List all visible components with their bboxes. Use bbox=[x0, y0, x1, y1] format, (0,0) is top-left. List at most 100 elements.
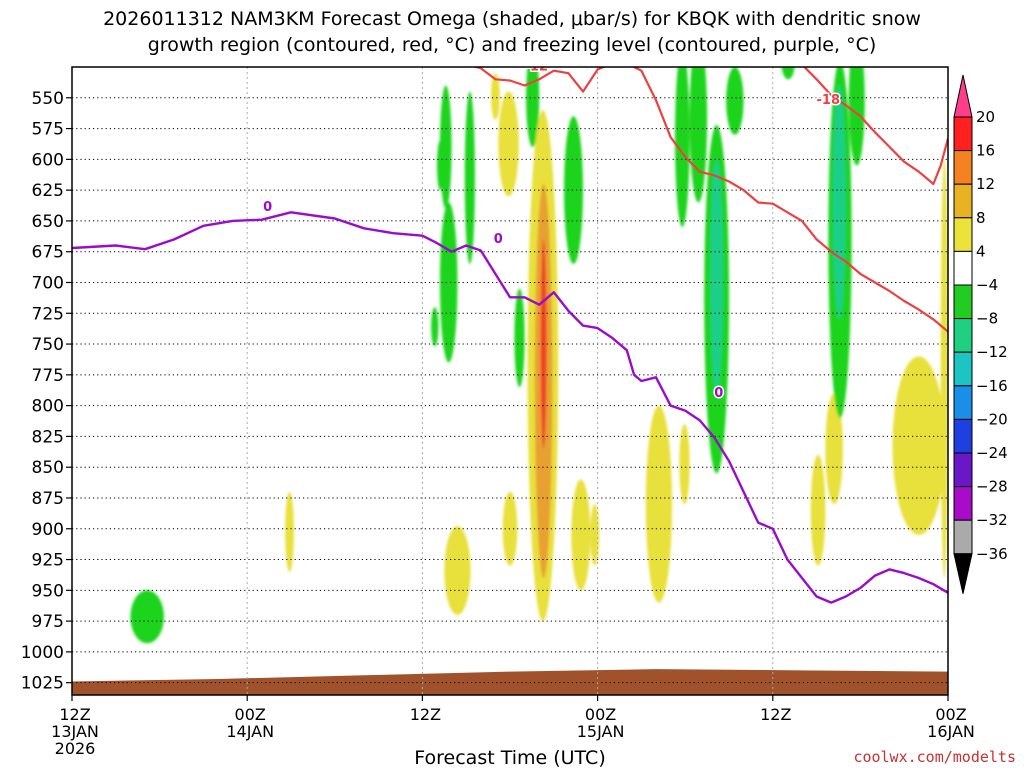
omega-cell-green bbox=[674, 67, 690, 228]
omega-cell-yellow bbox=[491, 73, 500, 120]
omega-cell-yellow bbox=[940, 159, 948, 579]
y-axis: 550 575 600 625 650 675 700 725 750 775 800 825 850 8… bbox=[21, 89, 72, 694]
y-tick-label: 675 bbox=[32, 243, 64, 263]
colorbar-tick-label: 4 bbox=[976, 242, 986, 260]
omega-cell-yellow bbox=[502, 491, 518, 566]
omega-cell-green bbox=[439, 202, 458, 363]
omega-cell-green bbox=[439, 85, 452, 209]
colorbar-tick-label: −16 bbox=[976, 377, 1008, 395]
omega-cell-yellow bbox=[645, 405, 673, 603]
colorbar-tick-label: −32 bbox=[976, 511, 1008, 529]
colorbar-tick-label: −12 bbox=[976, 343, 1008, 361]
omega-cell-green bbox=[726, 67, 744, 135]
y-tick-label: 950 bbox=[32, 581, 64, 601]
colorbar-swatch bbox=[953, 318, 973, 353]
colorbar-bottom-arrow bbox=[953, 553, 973, 594]
chart-title-line-1: 2026011312 NAM3KM Forecast Omega (shaded… bbox=[103, 8, 921, 30]
x-tick-label: 12Z bbox=[760, 705, 791, 724]
y-tick-label: 725 bbox=[32, 304, 64, 324]
omega-cell-yellow bbox=[498, 91, 519, 197]
colorbar-tick-label: −20 bbox=[976, 410, 1008, 428]
y-tick-label: 925 bbox=[32, 551, 64, 571]
y-tick-label: 750 bbox=[32, 335, 64, 355]
colorbar-swatch bbox=[953, 452, 973, 488]
x-tick-label: 12Z bbox=[59, 705, 90, 724]
contour-label: -18 bbox=[817, 93, 841, 108]
freezing-level-contour bbox=[72, 211, 948, 604]
omega-shading bbox=[130, 67, 948, 644]
omega-cell-yellow bbox=[810, 454, 826, 566]
omega-cell-yellow bbox=[571, 479, 591, 591]
contour-label: 0 bbox=[263, 200, 272, 215]
omega-cell-green bbox=[437, 140, 443, 191]
contours: -12 -18 0 0 0 bbox=[72, 67, 948, 604]
colorbar-tick-label: 20 bbox=[976, 108, 995, 126]
y-tick-label: 700 bbox=[32, 273, 64, 293]
y-tick-label: 975 bbox=[32, 612, 64, 632]
colorbar-swatch bbox=[953, 486, 973, 521]
colorbar-swatch bbox=[953, 217, 973, 252]
x-tick-label: 2026 bbox=[55, 739, 96, 758]
omega-cell-yellow bbox=[892, 356, 946, 535]
omega-cell-green bbox=[564, 116, 583, 265]
omega-cell-green bbox=[781, 67, 795, 80]
terrain-surface bbox=[72, 669, 948, 695]
y-tick-label: 1000 bbox=[21, 643, 64, 663]
omega-cell-teal bbox=[710, 159, 724, 394]
y-tick-label: 850 bbox=[32, 458, 64, 478]
y-tick-label: 650 bbox=[32, 212, 64, 232]
y-tick-label: 800 bbox=[32, 397, 64, 417]
omega-cell-green bbox=[130, 590, 164, 644]
x-tick-label: 00Z bbox=[935, 705, 966, 724]
omega-cell-green bbox=[848, 67, 865, 166]
omega-cell-yellow bbox=[444, 526, 471, 615]
omega-cell-green bbox=[431, 307, 439, 347]
colorbar-tick-label: 16 bbox=[976, 142, 995, 160]
y-tick-label: 575 bbox=[32, 120, 64, 140]
colorbar-top-arrow bbox=[953, 74, 973, 118]
y-tick-label: 625 bbox=[32, 181, 64, 201]
chart-title-line-2: growth region (contoured, red, °C) and f… bbox=[148, 34, 877, 56]
x-tick-label: 15JAN bbox=[577, 722, 625, 741]
x-tick-label: 13JAN bbox=[51, 722, 99, 741]
y-tick-label: 1025 bbox=[21, 674, 64, 694]
y-tick-label: 900 bbox=[32, 520, 64, 540]
colorbar-swatch bbox=[953, 150, 973, 185]
y-tick-label: 775 bbox=[32, 366, 64, 386]
x-tick-label: 12Z bbox=[410, 705, 441, 724]
colorbar-tick-label: 8 bbox=[976, 209, 986, 227]
y-tick-label: 875 bbox=[32, 489, 64, 509]
colorbar-swatch bbox=[953, 385, 973, 420]
contour-label: 0 bbox=[714, 386, 723, 401]
omega-cell-yellow bbox=[679, 424, 690, 505]
colorbar-swatch bbox=[953, 351, 973, 387]
dgz-minus12-contour bbox=[471, 67, 948, 333]
x-tick-label: 00Z bbox=[585, 705, 616, 724]
omega-cell-green bbox=[514, 288, 525, 388]
colorbar-tick-label: −24 bbox=[976, 444, 1008, 462]
colorbar: 20 16 12 8 4 −4 −8 −12 −16 −20 −24 −28 −32 −36 bbox=[953, 74, 1008, 594]
terrain-fill bbox=[72, 669, 948, 695]
omega-cell-green bbox=[464, 91, 475, 265]
x-axis-label: Forecast Time (UTC) bbox=[414, 747, 605, 768]
colorbar-swatch bbox=[953, 183, 973, 219]
omega-cell-yellow bbox=[285, 491, 294, 572]
y-tick-label: 825 bbox=[32, 427, 64, 447]
omega-cell-green bbox=[689, 67, 708, 203]
colorbar-tick-label: −28 bbox=[976, 478, 1008, 496]
x-tick-label: 16JAN bbox=[927, 722, 975, 741]
x-tick-label: 00Z bbox=[235, 705, 266, 724]
colorbar-swatch bbox=[953, 284, 973, 320]
x-tick-label: 14JAN bbox=[226, 722, 274, 741]
colorbar-swatch bbox=[953, 116, 973, 152]
plot-frame bbox=[71, 66, 949, 696]
y-tick-label: 600 bbox=[32, 150, 64, 170]
colorbar-tick-label: 12 bbox=[976, 175, 995, 193]
colorbar-swatch bbox=[953, 519, 973, 555]
colorbar-tick-label: −36 bbox=[976, 545, 1008, 563]
colorbar-tick-label: −4 bbox=[976, 276, 998, 294]
omega-cell-teal bbox=[832, 85, 846, 320]
y-tick-label: 550 bbox=[32, 89, 64, 109]
